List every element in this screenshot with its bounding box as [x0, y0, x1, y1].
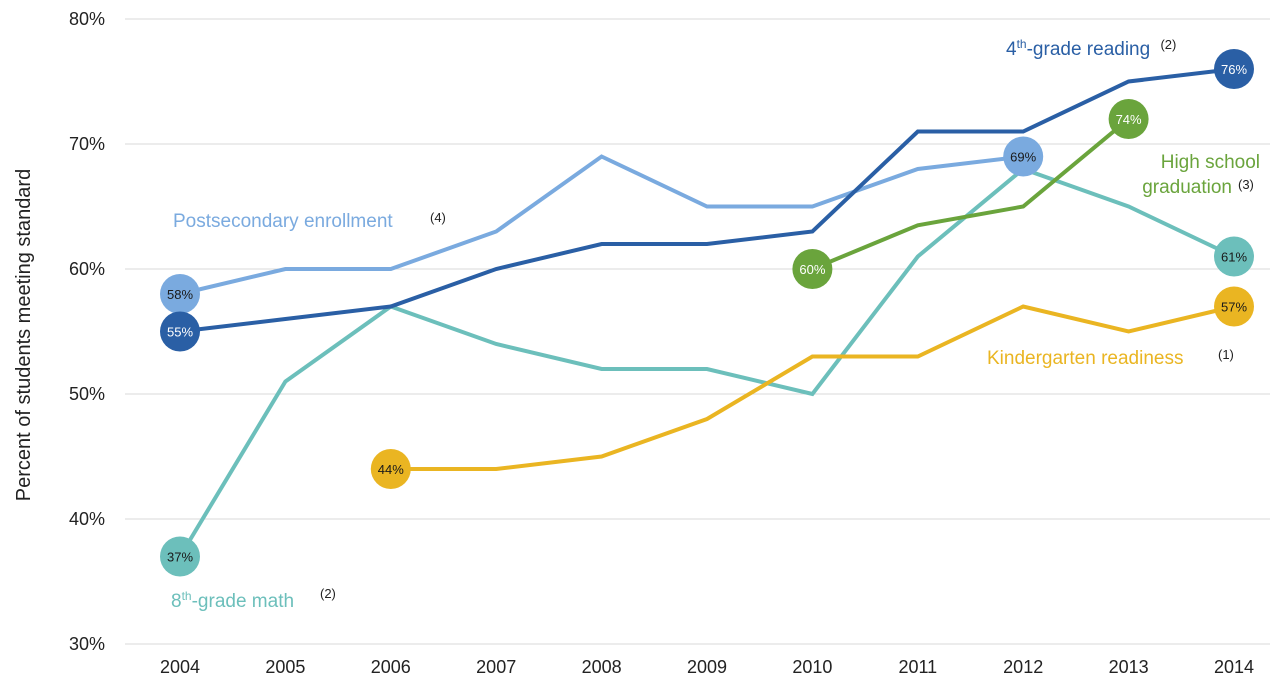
- marker-value: 74%: [1116, 112, 1142, 127]
- series-markers: 58% 69% 55% 76% 37% 61% 44% 57% 60% 74%: [160, 49, 1254, 577]
- marker-circle: [160, 274, 200, 314]
- series-line-postsecondary: [179, 154, 1024, 296]
- series-line-hs: [811, 117, 1130, 271]
- svg-text:(3): (3): [1238, 177, 1254, 192]
- y-tick-label: 70%: [69, 134, 105, 154]
- y-tick-label: 30%: [69, 634, 105, 654]
- series-label-postsecondary: Postsecondary enrollment (4): [173, 210, 446, 232]
- x-tick-label: 2006: [371, 657, 411, 677]
- marker-value: 37%: [167, 550, 193, 565]
- svg-text:(2): (2): [320, 586, 336, 601]
- marker-circle: [1214, 236, 1254, 277]
- series-line-kinder: [390, 304, 1235, 471]
- grid-lines: [125, 18, 1270, 645]
- marker-circle: [160, 536, 200, 577]
- data-label-postsecondary-end: 69%: [1003, 136, 1044, 177]
- series-label-reading: 4th-grade reading (2): [1006, 37, 1176, 60]
- svg-text:4th-grade reading (2): 4th-grade reading (2): [1006, 37, 1176, 60]
- x-tick-label: 2007: [476, 657, 516, 677]
- x-tick-label: 2009: [687, 657, 727, 677]
- svg-text:High school: High school: [1161, 152, 1260, 173]
- y-tick-label: 40%: [69, 509, 105, 529]
- series-label-hs: High school graduation (3): [1142, 152, 1260, 198]
- data-label-reading-start: 55%: [160, 311, 200, 352]
- marker-value: 69%: [1010, 150, 1036, 165]
- marker-circle: [1003, 136, 1044, 177]
- marker-value: 55%: [167, 325, 193, 340]
- marker-circle: [160, 311, 200, 352]
- marker-circle: [1108, 99, 1149, 139]
- series-lines: [178, 67, 1235, 558]
- marker-value: 58%: [167, 287, 193, 302]
- svg-text:8th-grade math: 8th-grade math: [171, 589, 294, 612]
- x-tick-label: 2008: [582, 657, 622, 677]
- series-label-kinder: Kindergarten readiness (1): [987, 347, 1234, 369]
- marker-value: 61%: [1221, 250, 1247, 265]
- x-tick-label: 2013: [1109, 657, 1149, 677]
- data-label-math-start: 37%: [160, 536, 200, 577]
- y-tick-label: 50%: [69, 384, 105, 404]
- data-label-math-end: 61%: [1214, 236, 1254, 277]
- data-label-postsecondary-start: 58%: [160, 274, 200, 314]
- svg-text:(1): (1): [1218, 347, 1234, 362]
- x-tick-label: 2005: [265, 657, 305, 677]
- x-tick-label: 2012: [1003, 657, 1043, 677]
- svg-text:(4): (4): [430, 210, 446, 225]
- series-label-math: 8th-grade math (2): [171, 586, 336, 612]
- data-label-kinder-end: 57%: [1214, 286, 1254, 327]
- data-label-hs-start: 60%: [792, 249, 833, 289]
- marker-circle: [1214, 286, 1254, 327]
- x-tick-label: 2014: [1214, 657, 1254, 677]
- marker-value: 76%: [1221, 62, 1247, 77]
- x-tick-label: 2004: [160, 657, 200, 677]
- y-axis-label: Percent of students meeting standard: [13, 169, 35, 501]
- marker-circle: [370, 449, 411, 489]
- marker-circle: [792, 249, 833, 289]
- marker-value: 44%: [378, 462, 404, 477]
- svg-text:graduation: graduation: [1142, 177, 1232, 198]
- x-axis-ticks: 2004 2005 2006 2007 2008 2009 2010 2011 2012 2013…: [160, 657, 1254, 677]
- x-tick-label: 2010: [792, 657, 832, 677]
- marker-circle: [1214, 49, 1254, 89]
- marker-value: 60%: [799, 262, 825, 277]
- y-axis-ticks: 30% 40% 50% 60% 70% 80%: [69, 9, 105, 654]
- data-label-kinder-start: 44%: [370, 449, 411, 489]
- data-label-reading-end: 76%: [1214, 49, 1254, 89]
- data-label-hs-end: 74%: [1108, 99, 1149, 139]
- svg-text:Kindergarten readiness: Kindergarten readiness: [987, 348, 1183, 369]
- series-line-reading: [179, 67, 1235, 334]
- marker-value: 57%: [1221, 300, 1247, 315]
- svg-text:Postsecondary enrollment: Postsecondary enrollment: [173, 211, 393, 232]
- x-tick-label: 2011: [898, 657, 937, 677]
- y-tick-label: 80%: [69, 9, 105, 29]
- series-line-math: [178, 166, 1235, 558]
- y-tick-label: 60%: [69, 259, 105, 279]
